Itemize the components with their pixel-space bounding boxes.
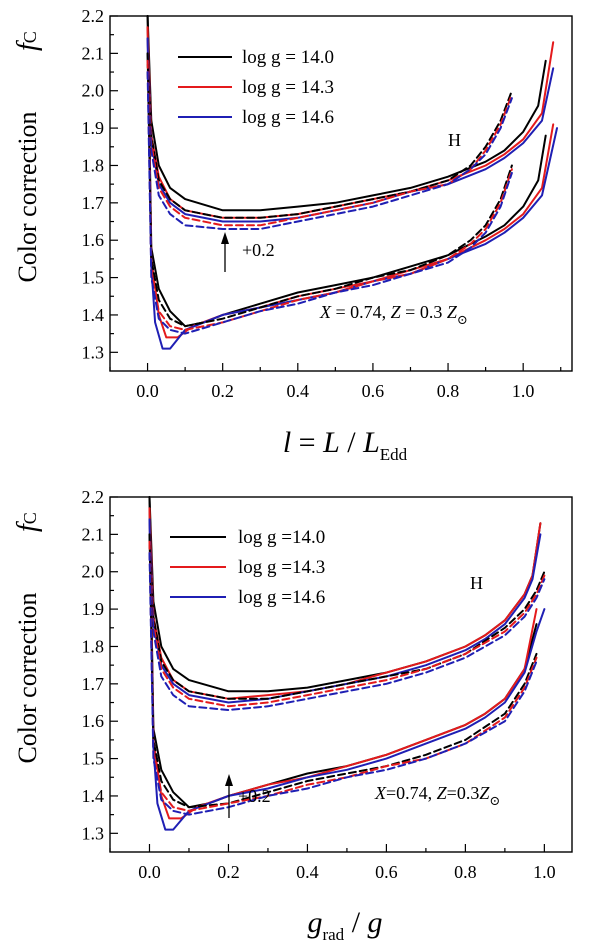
top-y-tick-label: 1.5 — [82, 268, 105, 288]
top-x-tick-label: 0.8 — [437, 381, 460, 401]
bottom-panel: 0.0 0.2 0.4 0.6 0.8 1.0 1.3 1.4 1.5 1.6 1.7 1.8 1.9 2… — [12, 487, 573, 944]
top-series-1 — [146, 26, 555, 219]
top-x-tick-label: 0.2 — [211, 381, 234, 401]
bottom-plot-frame — [109, 496, 573, 853]
bottom-series-5 — [148, 552, 546, 711]
top-y-tick-label: 1.6 — [82, 230, 105, 250]
top-x-axis-title: l = L / LEdd — [283, 426, 408, 464]
top-x-tick-label: 0.6 — [362, 381, 385, 401]
bottom-legend-label-14.3: log g =14.3 — [238, 557, 325, 578]
top-y-tick-label: 1.8 — [82, 155, 105, 175]
bottom-annotation-composition: X=0.74, Z=0.3Z⊙ — [374, 783, 500, 808]
bottom-x-axis-title: grad / g — [307, 906, 382, 944]
bottom-y-axis-symbol: fC — [12, 512, 43, 532]
bottom-y-tick-label: 2.1 — [82, 524, 105, 544]
bottom-annotation-h: H — [470, 573, 483, 593]
top-series-7 — [146, 26, 555, 339]
bottom-y-tick-label: 1.3 — [82, 823, 105, 843]
bottom-series-8 — [148, 518, 546, 831]
bottom-y-tick-label: 1.7 — [82, 674, 105, 694]
top-series-0 — [146, 15, 547, 212]
bottom-series-3 — [148, 533, 546, 700]
bottom-legend-label-14.6: log g =14.6 — [238, 587, 325, 608]
bottom-annotation-shift: +0.2 — [238, 786, 271, 806]
bottom-x-tick-label: 1.0 — [533, 862, 556, 882]
top-legend-label-14.6: log g = 14.6 — [242, 107, 334, 128]
bottom-curves — [148, 496, 546, 831]
top-y-axis-title: Color correction — [13, 111, 42, 282]
bottom-series-11 — [148, 552, 538, 816]
bottom-x-tick-label: 0.2 — [217, 862, 240, 882]
bottom-series-4 — [148, 540, 546, 708]
top-series-9 — [146, 52, 513, 328]
bottom-shift-arrow — [225, 774, 233, 818]
top-y-tick-label: 1.4 — [82, 305, 105, 325]
top-shift-arrow — [221, 232, 229, 272]
top-y-tick-label: 1.3 — [82, 342, 105, 362]
bottom-series-0 — [148, 496, 542, 693]
bottom-y-tick-label: 1.6 — [82, 711, 105, 731]
bottom-series-10 — [148, 540, 538, 812]
bottom-series-6 — [148, 496, 538, 809]
top-y-axis-symbol: fC — [12, 31, 43, 51]
top-x-tick-label: 0.4 — [287, 381, 310, 401]
top-legend: log g = 14.0 log g = 14.3 log g = 14.6 — [178, 47, 334, 128]
top-annotation-composition: X = 0.74, Z = 0.3 Z⊙ — [319, 302, 468, 327]
bottom-y-axis-title: Color correction — [13, 592, 42, 763]
top-series-6 — [146, 15, 547, 328]
top-series-11 — [146, 71, 513, 335]
top-x-tick-label: 0.0 — [136, 381, 159, 401]
bottom-series-9 — [148, 533, 538, 809]
top-series-10 — [146, 59, 513, 331]
bottom-x-tick-label: 0.0 — [138, 862, 161, 882]
top-curves — [146, 15, 558, 350]
bottom-y-tick-label: 2.0 — [82, 562, 105, 582]
top-legend-label-14.0: log g = 14.0 — [242, 47, 334, 68]
bottom-y-tick-label: 1.8 — [82, 636, 105, 656]
bottom-x-tick-label: 0.6 — [375, 862, 398, 882]
top-series-4 — [146, 59, 513, 227]
top-legend-label-14.3: log g = 14.3 — [242, 77, 334, 98]
top-y-tick-label: 2.1 — [82, 43, 105, 63]
top-y-tick-label: 2.2 — [82, 6, 105, 26]
top-series-2 — [146, 37, 555, 223]
bottom-y-tick-label: 1.5 — [82, 749, 105, 769]
top-plot-frame — [109, 15, 573, 372]
bottom-legend: log g =14.0 log g =14.3 log g =14.6 — [170, 527, 325, 608]
bottom-y-tick-label: 1.4 — [82, 786, 105, 806]
top-y-tick-label: 1.9 — [82, 118, 105, 138]
bottom-y-tick-label: 2.2 — [82, 487, 105, 507]
top-x-tick-label: 1.0 — [512, 381, 535, 401]
top-annotation-shift: +0.2 — [242, 240, 275, 260]
top-panel: 0.0 0.2 0.4 0.6 0.8 1.0 1.3 1.4 1.5 1.6 1.7 1.8 1.9 2… — [12, 6, 573, 464]
bottom-legend-label-14.0: log g =14.0 — [238, 527, 325, 548]
top-annotation-h: H — [448, 130, 461, 150]
bottom-series-7 — [148, 507, 538, 820]
bottom-y-tick-label: 1.9 — [82, 599, 105, 619]
bottom-x-tick-label: 0.4 — [296, 862, 319, 882]
top-y-tick-label: 1.7 — [82, 193, 105, 213]
top-y-tick-label: 2.0 — [82, 81, 105, 101]
bottom-x-tick-label: 0.8 — [454, 862, 477, 882]
bottom-series-2 — [148, 518, 542, 704]
top-series-5 — [146, 71, 513, 230]
top-series-3 — [146, 52, 513, 219]
